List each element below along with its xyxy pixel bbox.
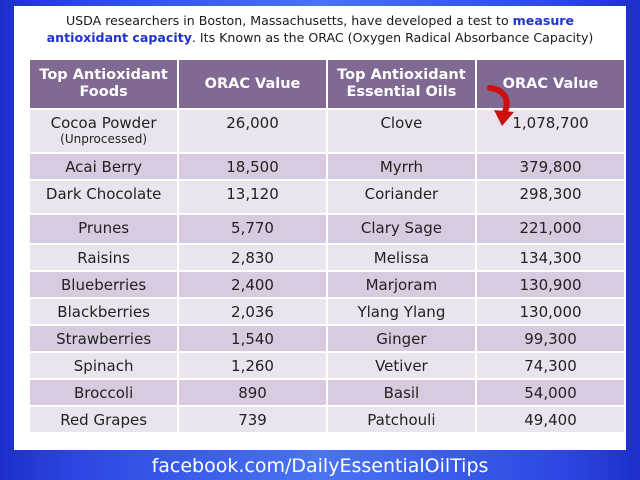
- oil-cell: Vetiver: [325, 351, 478, 380]
- oil-orac-cell: 74,300: [475, 351, 626, 380]
- food-orac-cell: 2,400: [177, 270, 328, 299]
- oil-cell: Patchouli: [325, 405, 478, 434]
- facebook-link[interactable]: facebook.com/DailyEssentialOilTips: [151, 455, 489, 477]
- intro-text: USDA researchers in Boston, Massachusett…: [14, 12, 626, 46]
- red-curved-arrow-icon: [487, 85, 514, 126]
- food-note: (Unprocessed): [60, 132, 148, 146]
- oil-cell: Myrrh: [325, 152, 478, 181]
- food-orac-cell: 26,000: [177, 108, 328, 154]
- food-cell: Spinach: [27, 351, 180, 380]
- oil-orac-cell: 54,000: [475, 378, 626, 407]
- food-cell: Red Grapes: [27, 405, 180, 434]
- food-orac-cell: 1,260: [177, 351, 328, 380]
- oil-cell: Clove: [325, 108, 478, 154]
- food-cell: Blueberries: [27, 270, 180, 299]
- intro-highlight-antioxidant: antioxidant capacity: [46, 30, 192, 45]
- intro-line2: . Its Known as the ORAC (Oxygen Radical …: [191, 30, 594, 45]
- oil-cell: Marjoram: [325, 270, 478, 299]
- oil-cell: Basil: [325, 378, 478, 407]
- food-cell: Cocoa Powder (Unprocessed): [27, 108, 180, 154]
- food-cell: Raisins: [27, 243, 180, 272]
- table-row: Cocoa Powder (Unprocessed) 26,000 Clove …: [27, 108, 626, 154]
- oil-orac-cell: 49,400: [475, 405, 626, 434]
- food-cell: Broccoli: [27, 378, 180, 407]
- food-cell: Blackberries: [27, 297, 180, 326]
- table-row: Dark Chocolate 13,120 Coriander 298,300: [27, 179, 626, 215]
- oil-orac-cell: 379,800: [475, 152, 626, 181]
- header-oil-orac: ORAC Value: [475, 58, 626, 110]
- slide-card: USDA researchers in Boston, Massachusett…: [14, 6, 626, 450]
- table-row: Strawberries 1,540 Ginger 99,300: [27, 324, 626, 353]
- table-row: Raisins 2,830 Melissa 134,300: [27, 243, 626, 272]
- intro-highlight-measure: measure: [512, 13, 575, 28]
- oil-cell: Coriander: [325, 179, 478, 215]
- food-orac-cell: 739: [177, 405, 328, 434]
- food-orac-cell: 1,540: [177, 324, 328, 353]
- table-row: Acai Berry 18,500 Myrrh 379,800: [27, 152, 626, 181]
- food-orac-cell: 890: [177, 378, 328, 407]
- oil-orac-cell: 221,000: [475, 213, 626, 245]
- table-row: Prunes 5,770 Clary Sage 221,000: [27, 213, 626, 245]
- header-food-orac: ORAC Value: [177, 58, 328, 110]
- food-cell: Strawberries: [27, 324, 180, 353]
- oil-cell: Ylang Ylang: [325, 297, 478, 326]
- table-row: Spinach 1,260 Vetiver 74,300: [27, 351, 626, 380]
- food-name: Cocoa Powder: [50, 114, 157, 132]
- food-orac-cell: 2,830: [177, 243, 328, 272]
- table-row: Blackberries 2,036 Ylang Ylang 130,000: [27, 297, 626, 326]
- oil-orac-cell: 130,000: [475, 297, 626, 326]
- food-orac-cell: 2,036: [177, 297, 328, 326]
- oil-orac-cell: 130,900: [475, 270, 626, 299]
- table-header-row: Top Antioxidant Foods ORAC Value Top Ant…: [27, 58, 626, 110]
- food-cell: Dark Chocolate: [27, 179, 180, 215]
- oil-orac-cell: 134,300: [475, 243, 626, 272]
- table-row: Blueberries 2,400 Marjoram 130,900: [27, 270, 626, 299]
- header-foods: Top Antioxidant Foods: [27, 58, 180, 110]
- oil-cell: Clary Sage: [325, 213, 478, 245]
- food-cell: Prunes: [27, 213, 180, 245]
- table-row: Red Grapes 739 Patchouli 49,400: [27, 405, 626, 434]
- table-row: Broccoli 890 Basil 54,000: [27, 378, 626, 407]
- oil-orac-cell: 99,300: [475, 324, 626, 353]
- oil-orac-cell: 298,300: [475, 179, 626, 215]
- food-orac-cell: 18,500: [177, 152, 328, 181]
- oil-cell: Ginger: [325, 324, 478, 353]
- food-orac-cell: 5,770: [177, 213, 328, 245]
- food-orac-cell: 13,120: [177, 179, 328, 215]
- orac-table: Top Antioxidant Foods ORAC Value Top Ant…: [27, 58, 626, 434]
- header-oils: Top Antioxidant Essential Oils: [325, 58, 478, 110]
- food-cell: Acai Berry: [27, 152, 180, 181]
- oil-cell: Melissa: [325, 243, 478, 272]
- intro-line1: USDA researchers in Boston, Massachusett…: [65, 13, 509, 28]
